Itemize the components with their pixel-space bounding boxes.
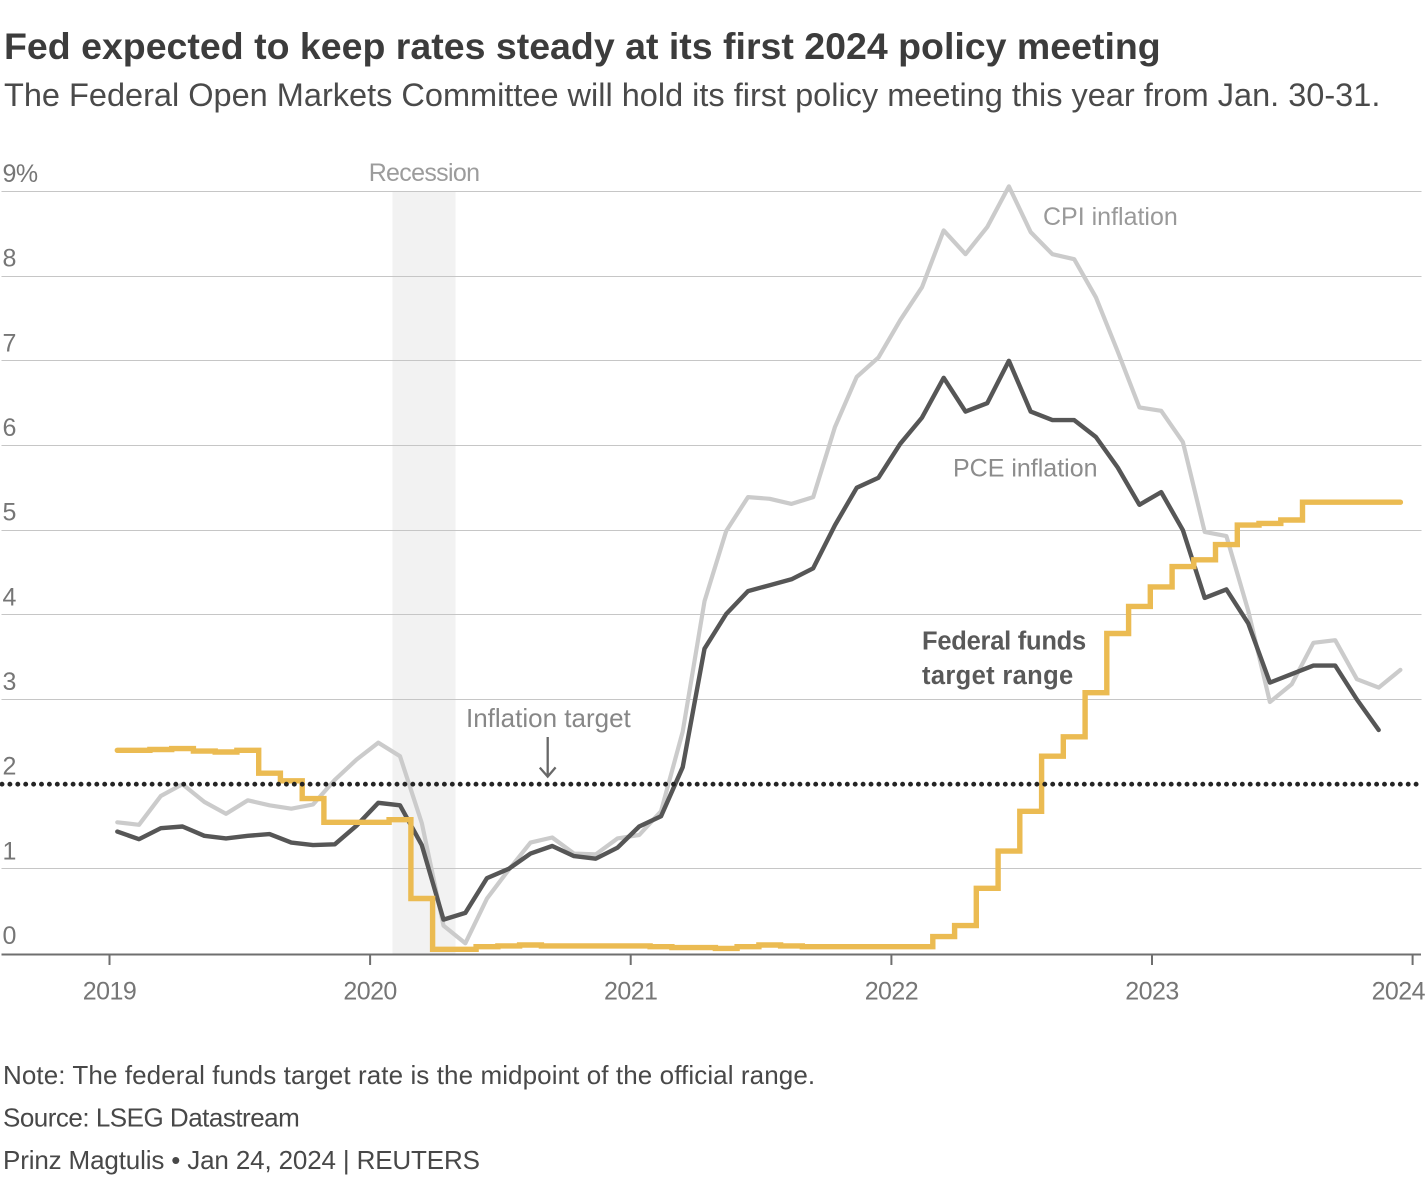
svg-text:Inflation target: Inflation target [466,703,632,733]
svg-text:2024: 2024 [1372,978,1426,1006]
svg-text:7: 7 [3,329,16,357]
svg-text:4: 4 [3,583,17,611]
svg-text:5: 5 [3,499,16,527]
svg-text:2022: 2022 [865,978,918,1006]
svg-text:Federal funds: Federal funds [922,628,1086,656]
svg-text:0: 0 [3,922,16,950]
svg-text:1: 1 [3,837,16,865]
svg-text:2019: 2019 [83,978,136,1006]
svg-text:target range: target range [922,662,1074,690]
svg-text:8: 8 [3,245,16,273]
svg-text:6: 6 [3,414,16,442]
svg-text:2021: 2021 [604,978,657,1006]
svg-text:Note: The federal funds target: Note: The federal funds target rate is t… [3,1060,815,1090]
svg-text:3: 3 [3,668,16,696]
svg-text:Prinz Magtulis • Jan 24, 2024: Prinz Magtulis • Jan 24, 2024 | REUTERS [3,1145,480,1175]
svg-text:Source: LSEG Datastream: Source: LSEG Datastream [3,1103,299,1133]
svg-text:Fed expected to keep rates ste: Fed expected to keep rates steady at its… [4,25,1161,67]
svg-text:9%: 9% [3,160,38,188]
svg-text:CPI inflation: CPI inflation [1043,203,1178,231]
svg-text:The Federal Open Markets Commi: The Federal Open Markets Committee will … [4,77,1380,113]
svg-text:PCE inflation: PCE inflation [953,455,1098,483]
svg-text:2: 2 [3,753,16,781]
svg-text:2020: 2020 [343,978,396,1006]
svg-text:Recession: Recession [369,159,480,187]
svg-text:2023: 2023 [1125,978,1178,1006]
